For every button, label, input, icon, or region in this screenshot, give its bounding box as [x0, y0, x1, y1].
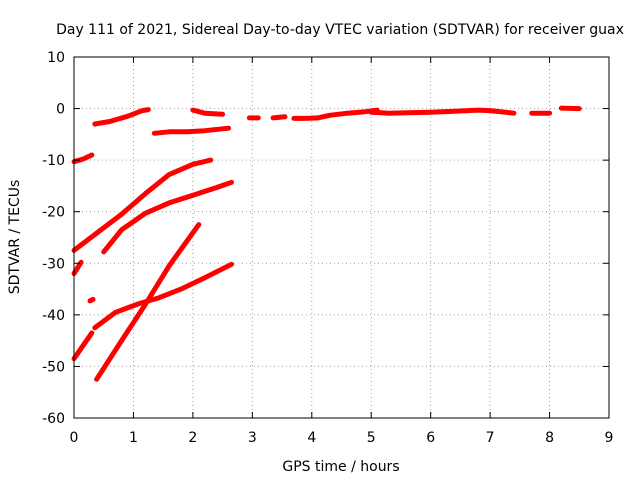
x-tick-label: 2: [188, 430, 197, 446]
y-tick-label: 0: [56, 102, 65, 118]
series-track-16: [92, 261, 234, 331]
x-tick-label: 1: [129, 430, 138, 446]
y-tick-label: -50: [42, 359, 65, 375]
x-tick-label: 4: [307, 430, 316, 446]
series-track-7: [291, 107, 380, 121]
y-tick-label: -30: [42, 256, 65, 272]
y-tick-label: -20: [42, 205, 65, 221]
series-track-6: [270, 114, 288, 121]
x-tick-label: 7: [486, 430, 495, 446]
x-tick-label: 9: [605, 430, 614, 446]
axis-ticks: 0 1 2 3 4 5 6 7 8 9 -60 -50 -40 -30 -20 -10 0 10: [42, 50, 613, 446]
chart-title: Day 111 of 2021, Sidereal Day-to-day VTE…: [56, 22, 624, 38]
data-series: [71, 105, 582, 382]
series-track-3: [151, 125, 232, 136]
x-tick-label: 8: [545, 430, 554, 446]
x-tick-label: 0: [70, 430, 79, 446]
series-track-14: [87, 296, 96, 304]
x-tick-label: 5: [367, 430, 376, 446]
series-track-12: [101, 179, 234, 255]
plot-frame: [73, 56, 610, 419]
x-axis-label: GPS time / hours: [282, 459, 399, 475]
x-tick-label: 6: [426, 430, 435, 446]
y-tick-label: -40: [42, 308, 65, 324]
series-track-17: [94, 222, 202, 382]
y-tick-label: -10: [42, 153, 65, 169]
y-tick-label: 10: [47, 50, 65, 66]
series-track-8: [368, 107, 517, 116]
grid-lines: [74, 57, 609, 418]
series-track-15: [71, 330, 95, 362]
series-track-11: [71, 157, 214, 253]
x-tick-label: 3: [248, 430, 257, 446]
series-track-13: [71, 259, 84, 277]
series-track-4: [190, 107, 226, 117]
series-track-2: [92, 107, 151, 127]
series-track-1: [71, 152, 95, 165]
y-axis-label: SDTVAR / TECUs: [7, 180, 23, 295]
series-track-10: [558, 105, 582, 112]
y-tick-label: -60: [42, 411, 65, 427]
